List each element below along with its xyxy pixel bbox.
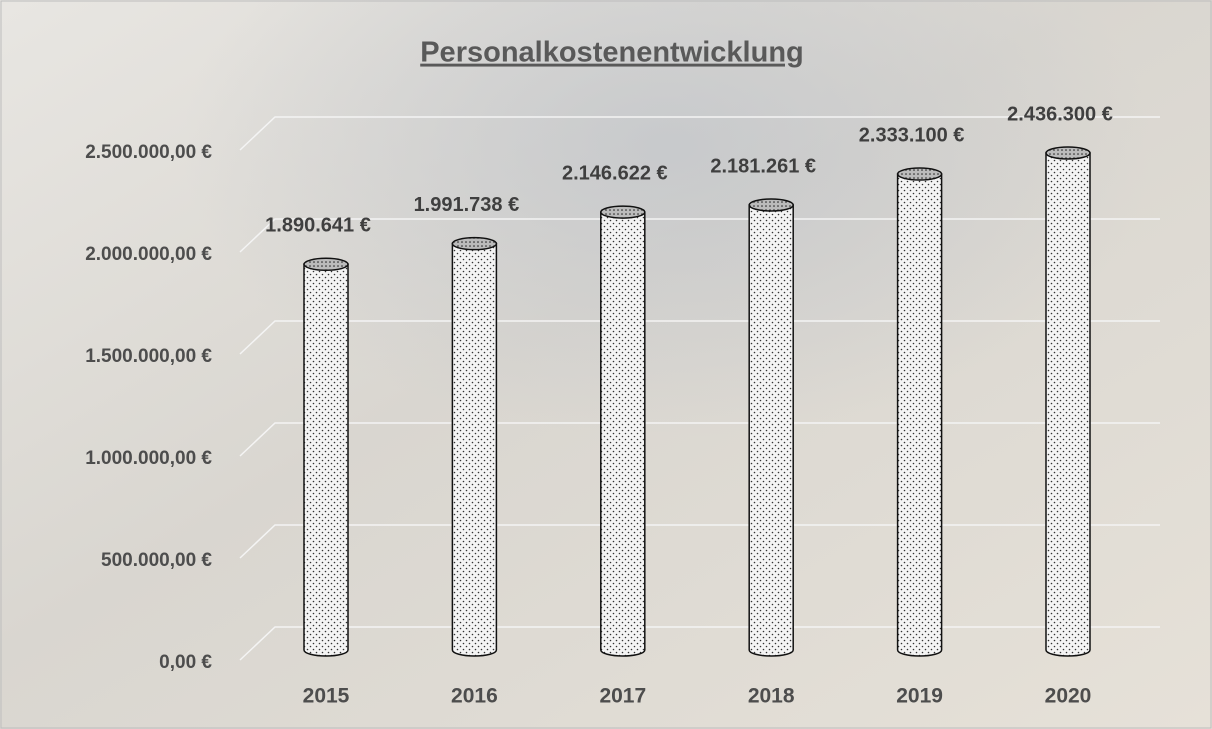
data-label: 1.991.738 € [414,194,520,216]
data-label: 2.333.100 € [859,124,965,146]
x-tick-label: 2017 [599,685,646,708]
bar-top [748,198,794,212]
x-tick-label: 2020 [1045,685,1092,708]
grid-line [239,116,1160,151]
grid-line [239,524,1160,559]
bar-top [451,236,498,251]
x-tick-label: 2019 [896,685,943,708]
data-label: 2.146.622 € [562,162,668,184]
chart-title: Personalkostenentwicklung [420,37,804,69]
grid-line [239,320,1160,355]
x-tick-label: 2016 [451,685,498,708]
data-label: 2.181.261 € [710,155,816,177]
bar-top [896,167,943,181]
y-tick-label: 2.000.000,00 € [85,244,212,265]
bar-top [1045,146,1091,160]
bar [600,211,646,657]
bar-top [600,205,646,219]
grid-line [239,218,1160,253]
x-tick-label: 2018 [748,685,795,708]
bar [748,204,794,657]
bar [896,173,943,657]
bar [451,242,498,657]
grid-line [239,422,1160,457]
bar-top [303,257,349,272]
data-label: 2.436.300 € [1007,103,1113,125]
y-tick-label: 1.000.000,00 € [85,448,212,469]
y-tick-label: 500.000,00 € [101,550,212,571]
y-tick-label: 1.500.000,00 € [85,346,212,367]
y-tick-label: 2.500.000,00 € [85,142,212,163]
data-label: 1.890.641 € [265,215,371,237]
grid-line [239,626,1160,661]
y-tick-label: 0,00 € [159,652,212,673]
bar [1045,152,1091,657]
bar [303,263,349,657]
x-tick-label: 2015 [303,685,350,708]
